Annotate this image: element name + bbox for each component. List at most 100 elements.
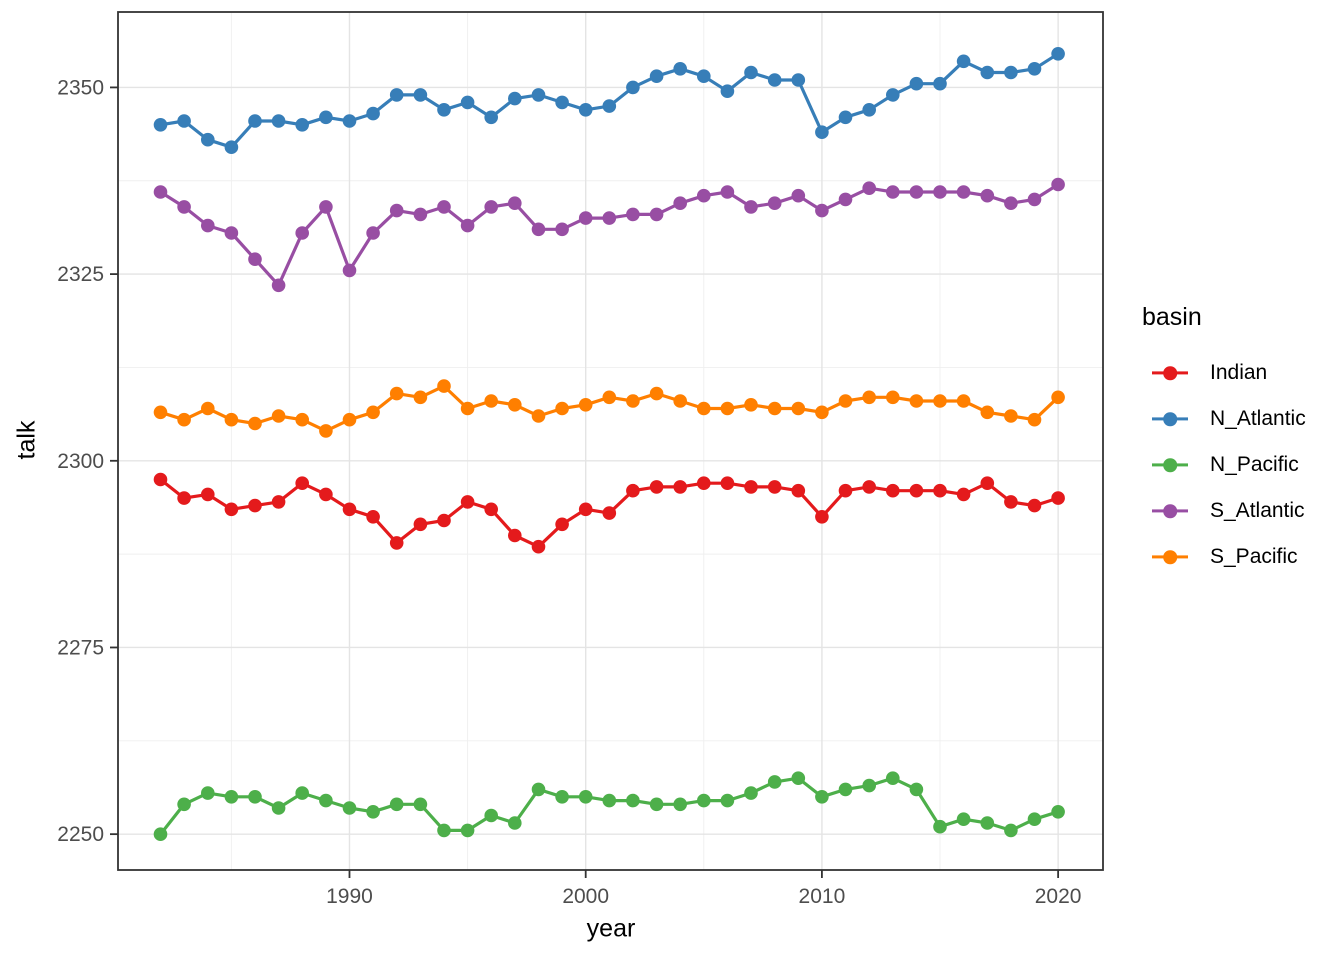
data-point-S_Pacific-1988 — [295, 412, 310, 427]
data-point-Indian-2014 — [909, 483, 924, 498]
data-point-N_Atlantic-2016 — [956, 54, 971, 69]
legend-title: basin — [1142, 303, 1202, 331]
data-point-S_Pacific-2017 — [980, 405, 995, 420]
data-point-N_Atlantic-2018 — [1004, 65, 1018, 80]
data-point-S_Pacific-1982 — [153, 405, 168, 420]
data-point-N_Atlantic-2020 — [1051, 47, 1065, 61]
data-point-N_Pacific-1987 — [271, 801, 286, 815]
data-point-S_Pacific-2000 — [578, 398, 593, 412]
data-point-S_Pacific-2015 — [933, 394, 947, 408]
data-point-S_Pacific-2013 — [886, 390, 900, 405]
data-point-Indian-2012 — [862, 480, 876, 494]
data-point-S_Atlantic-1988 — [295, 226, 310, 240]
data-point-N_Pacific-2008 — [767, 775, 782, 789]
data-point-N_Atlantic-2005 — [697, 69, 711, 83]
minor-gridlines — [118, 12, 1103, 870]
series-N_Pacific — [153, 771, 1065, 841]
legend-point-glyph — [1163, 412, 1177, 426]
data-point-S_Pacific-2014 — [909, 394, 924, 408]
data-point-N_Pacific-2000 — [578, 790, 593, 804]
data-point-S_Atlantic-2000 — [578, 211, 593, 225]
data-point-N_Atlantic-1989 — [319, 110, 333, 125]
data-point-Indian-1985 — [224, 502, 239, 517]
data-point-Indian-1999 — [555, 517, 569, 532]
data-point-Indian-2009 — [791, 483, 806, 498]
x-tick-label: 2010 — [799, 885, 846, 908]
legend-item-s_atlantic: S_Atlantic — [1142, 488, 1306, 534]
data-point-N_Atlantic-1991 — [366, 106, 380, 121]
data-point-N_Atlantic-2003 — [649, 69, 664, 83]
data-point-N_Atlantic-1986 — [248, 114, 262, 128]
data-point-N_Pacific-2001 — [602, 793, 617, 808]
data-point-N_Atlantic-1995 — [460, 95, 475, 110]
data-point-S_Atlantic-1984 — [201, 218, 215, 233]
data-point-N_Atlantic-2008 — [767, 73, 782, 87]
data-point-Indian-2008 — [767, 480, 782, 494]
data-point-Indian-1993 — [413, 517, 428, 532]
data-point-S_Pacific-2009 — [791, 401, 806, 416]
data-point-S_Pacific-2006 — [720, 401, 735, 416]
legend-label: S_Pacific — [1210, 545, 1298, 568]
data-point-N_Pacific-2020 — [1051, 805, 1065, 819]
data-point-N_Atlantic-1988 — [295, 118, 310, 132]
y-tick-label: 2275 — [57, 636, 104, 659]
data-point-N_Pacific-2002 — [626, 793, 640, 808]
data-point-N_Atlantic-1996 — [484, 110, 499, 125]
data-point-S_Atlantic-2019 — [1027, 192, 1042, 207]
data-point-Indian-1986 — [248, 498, 262, 513]
y-axis-title: talk — [12, 420, 41, 460]
data-point-Indian-2005 — [697, 476, 711, 491]
data-point-N_Atlantic-2015 — [933, 76, 947, 91]
legend-label: N_Pacific — [1210, 453, 1299, 476]
legend-item-n_atlantic: N_Atlantic — [1142, 396, 1306, 442]
y-tick-label: 2325 — [57, 263, 104, 286]
data-point-S_Pacific-2011 — [838, 394, 853, 408]
data-point-S_Pacific-2020 — [1051, 390, 1065, 405]
series-S_Pacific — [153, 379, 1065, 438]
data-point-S_Atlantic-2018 — [1004, 196, 1018, 210]
data-point-S_Pacific-1992 — [389, 386, 404, 401]
panel-border — [117, 11, 1104, 871]
data-point-N_Pacific-2009 — [791, 771, 806, 785]
data-point-S_Atlantic-1991 — [366, 226, 380, 240]
data-point-Indian-2004 — [673, 480, 687, 494]
data-point-S_Atlantic-2004 — [673, 196, 687, 210]
data-point-N_Atlantic-2006 — [720, 84, 735, 98]
data-point-S_Atlantic-1982 — [153, 185, 168, 199]
data-point-S_Pacific-1989 — [319, 424, 333, 438]
data-point-S_Atlantic-2010 — [815, 203, 829, 218]
data-point-N_Atlantic-2013 — [886, 88, 900, 102]
data-point-Indian-1992 — [389, 536, 404, 550]
data-point-Indian-1983 — [177, 491, 191, 505]
data-point-Indian-1997 — [508, 528, 522, 543]
data-point-N_Atlantic-1999 — [555, 95, 569, 110]
data-point-S_Pacific-1994 — [437, 379, 451, 393]
legend-label: S_Atlantic — [1210, 499, 1305, 522]
data-point-S_Pacific-2010 — [815, 405, 829, 420]
data-point-S_Atlantic-1990 — [342, 263, 357, 278]
legend-label: N_Atlantic — [1210, 407, 1306, 430]
data-point-N_Atlantic-2011 — [838, 110, 853, 125]
data-point-S_Atlantic-2002 — [626, 207, 640, 222]
data-point-S_Atlantic-1993 — [413, 207, 428, 222]
data-point-N_Pacific-2018 — [1004, 823, 1018, 838]
data-point-Indian-2002 — [626, 483, 640, 498]
data-point-N_Atlantic-2019 — [1027, 62, 1042, 76]
data-point-N_Pacific-1991 — [366, 805, 380, 819]
data-point-S_Pacific-1985 — [224, 412, 239, 427]
legend-point-glyph — [1163, 458, 1177, 472]
data-point-N_Atlantic-1994 — [437, 103, 451, 117]
data-point-S_Atlantic-2001 — [602, 211, 617, 225]
y-tick-label: 2250 — [57, 823, 104, 846]
data-point-S_Pacific-2019 — [1027, 412, 1042, 427]
data-point-S_Atlantic-2014 — [909, 185, 924, 199]
data-point-N_Atlantic-1990 — [342, 114, 357, 128]
series-S_Atlantic — [153, 177, 1065, 293]
data-point-S_Pacific-1987 — [271, 409, 286, 423]
data-point-S_Pacific-2007 — [744, 398, 758, 412]
data-point-S_Pacific-1995 — [460, 401, 475, 416]
data-point-N_Pacific-1992 — [389, 797, 404, 812]
data-point-S_Pacific-1993 — [413, 390, 428, 405]
data-point-S_Atlantic-2005 — [697, 188, 711, 203]
